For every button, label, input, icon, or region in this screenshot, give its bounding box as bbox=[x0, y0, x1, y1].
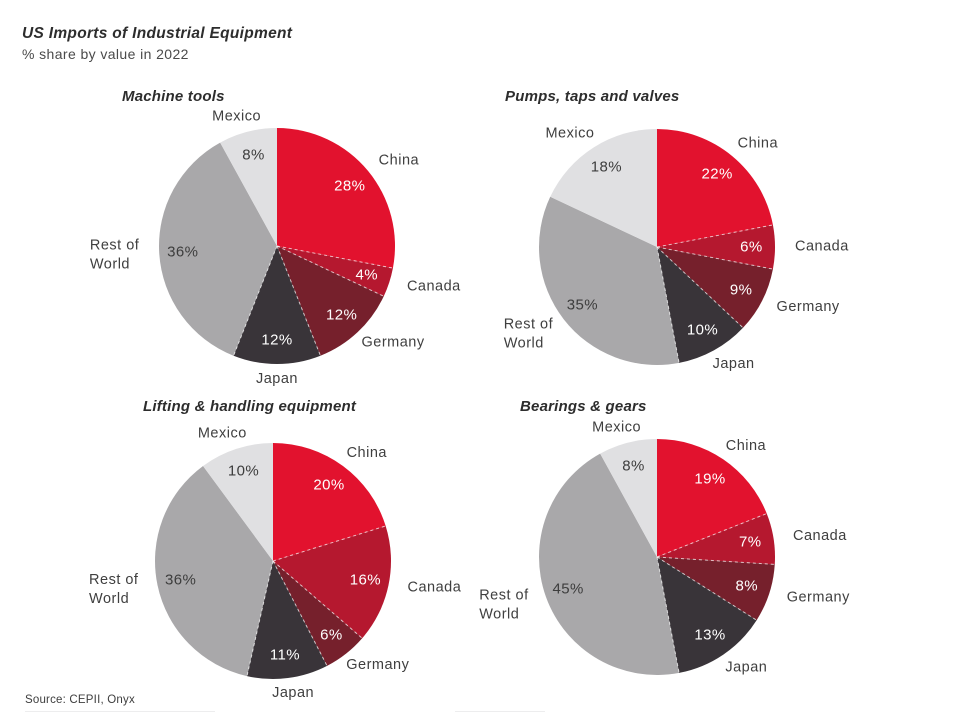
pie-slice-china bbox=[277, 128, 395, 269]
pie-category-label-germany: Germany bbox=[786, 589, 850, 606]
slice-separator-line bbox=[233, 245, 278, 356]
chart-title-machine-tools: Machine tools bbox=[122, 88, 225, 105]
pie-value-label-rest-of-world: 36% bbox=[164, 571, 197, 589]
pie-category-label-china: China bbox=[737, 135, 779, 152]
pie-value-label-canada: 6% bbox=[740, 238, 763, 256]
pie-value-label-canada: 4% bbox=[355, 266, 379, 284]
pie-category-label-canada: Canada bbox=[795, 238, 849, 255]
slice-separator-line bbox=[272, 560, 328, 667]
pie-slice-mexico bbox=[550, 129, 657, 247]
slice-separator-line bbox=[656, 246, 744, 329]
pie-value-label-germany: 8% bbox=[735, 577, 759, 595]
slice-separator-line bbox=[276, 245, 394, 269]
source-note: Source: CEPII, Onyx bbox=[25, 694, 135, 706]
slice-separator-line bbox=[272, 525, 386, 562]
pie-slice-china bbox=[657, 129, 773, 247]
pie-value-label-rest-of-world: 45% bbox=[552, 580, 584, 598]
pie-value-label-mexico: 8% bbox=[622, 457, 645, 475]
pie-value-label-japan: 11% bbox=[269, 646, 300, 664]
pie-value-label-mexico: 10% bbox=[227, 462, 260, 480]
pie-slice-canada bbox=[273, 525, 392, 639]
pie-value-label-china: 19% bbox=[694, 470, 726, 488]
pie-value-label-rest-of-world: 35% bbox=[566, 296, 599, 314]
pie-category-label-rest-of-world: Rest of World bbox=[89, 572, 139, 608]
pie-slice-mexico bbox=[203, 443, 273, 561]
slice-separator-line bbox=[272, 560, 363, 639]
pie-value-label-china: 28% bbox=[334, 177, 366, 195]
pie-slice-canada bbox=[657, 513, 776, 565]
pie-category-label-japan: Japan bbox=[272, 684, 315, 701]
slice-separator-line bbox=[276, 245, 384, 297]
pie-slice-rest-of-world bbox=[539, 196, 680, 365]
pie-slice-rest-of-world bbox=[159, 142, 277, 356]
slice-separator-line bbox=[656, 513, 767, 558]
pie-category-label-canada: Canada bbox=[407, 579, 462, 596]
pie-category-label-canada: Canada bbox=[406, 278, 461, 295]
pie-slice-mexico bbox=[220, 128, 277, 246]
pie-category-label-mexico: Mexico bbox=[592, 419, 642, 436]
pie-slice-germany bbox=[657, 247, 773, 328]
pie-category-label-rest-of-world: Rest of World bbox=[89, 237, 140, 272]
pie-value-label-china: 20% bbox=[313, 476, 345, 494]
pie-slice-japan bbox=[233, 246, 321, 364]
slice-separator-line bbox=[656, 224, 774, 248]
slice-separator-line bbox=[246, 560, 274, 677]
pie-slice-rest-of-world bbox=[155, 465, 273, 677]
pie-category-label-rest-of-world: Rest of World bbox=[503, 316, 554, 352]
pie-value-label-mexico: 8% bbox=[242, 146, 265, 164]
pie-slice-germany bbox=[657, 557, 775, 621]
pie-slice-germany bbox=[277, 246, 384, 356]
pie-category-label-japan: Japan bbox=[255, 371, 299, 387]
pie-slice-germany bbox=[273, 561, 363, 666]
pie-category-label-china: China bbox=[378, 152, 420, 169]
pie-value-label-china: 22% bbox=[701, 165, 733, 183]
pie-value-label-canada: 16% bbox=[349, 571, 382, 589]
pie-slice-japan bbox=[657, 557, 757, 673]
pie-slice-japan bbox=[247, 561, 328, 679]
pie-value-label-rest-of-world: 36% bbox=[167, 243, 199, 261]
slice-separator-line bbox=[656, 246, 774, 270]
pie-slice-china bbox=[657, 439, 767, 557]
chart-title-bearings-gears: Bearings & gears bbox=[520, 398, 647, 415]
slice-separator-line bbox=[656, 246, 680, 364]
pie-value-label-germany: 12% bbox=[325, 306, 358, 324]
pie-category-label-rest-of-world: Rest of World bbox=[479, 587, 529, 623]
faint-rule-mid bbox=[455, 711, 545, 712]
pie-slice-mexico bbox=[600, 439, 657, 557]
slice-separator-line bbox=[656, 556, 775, 565]
pie-value-label-germany: 6% bbox=[320, 626, 343, 644]
pie-value-label-germany: 9% bbox=[729, 281, 753, 299]
chart-title-pumps-taps-and-valves: Pumps, taps and valves bbox=[505, 88, 680, 105]
pie-value-label-japan: 10% bbox=[686, 321, 719, 339]
pie-category-label-japan: Japan bbox=[725, 658, 768, 675]
pie-slice-japan bbox=[657, 247, 744, 363]
page-title: US Imports of Industrial Equipment bbox=[22, 25, 293, 42]
pie-value-label-japan: 13% bbox=[694, 626, 726, 644]
pie-category-label-mexico: Mexico bbox=[212, 108, 262, 125]
pie-category-label-germany: Germany bbox=[346, 657, 410, 674]
page-subtitle: % share by value in 2022 bbox=[22, 46, 189, 62]
pie-category-label-japan: Japan bbox=[712, 355, 755, 372]
pie-category-label-mexico: Mexico bbox=[545, 125, 595, 142]
pie-value-label-canada: 7% bbox=[738, 533, 762, 551]
pie-slice-canada bbox=[277, 246, 393, 297]
chart-title-lifting-handling-equipment: Lifting & handling equipment bbox=[143, 398, 357, 415]
pie-category-label-china: China bbox=[346, 445, 387, 462]
pie-category-label-mexico: Mexico bbox=[197, 425, 247, 442]
pie-value-label-mexico: 18% bbox=[590, 158, 623, 176]
faint-rule-left bbox=[25, 711, 215, 712]
pie-slice-rest-of-world bbox=[539, 453, 680, 675]
slice-separator-line bbox=[656, 556, 757, 621]
pie-slice-china bbox=[273, 443, 386, 561]
slice-separator-line bbox=[276, 245, 321, 356]
pie-category-label-china: China bbox=[725, 438, 767, 455]
pie-value-label-japan: 12% bbox=[261, 331, 293, 349]
pie-slice-canada bbox=[657, 224, 775, 270]
pie-category-label-germany: Germany bbox=[361, 334, 425, 351]
pie-category-label-canada: Canada bbox=[792, 527, 847, 544]
pie-category-label-germany: Germany bbox=[776, 299, 840, 316]
slice-separator-line bbox=[656, 556, 680, 674]
